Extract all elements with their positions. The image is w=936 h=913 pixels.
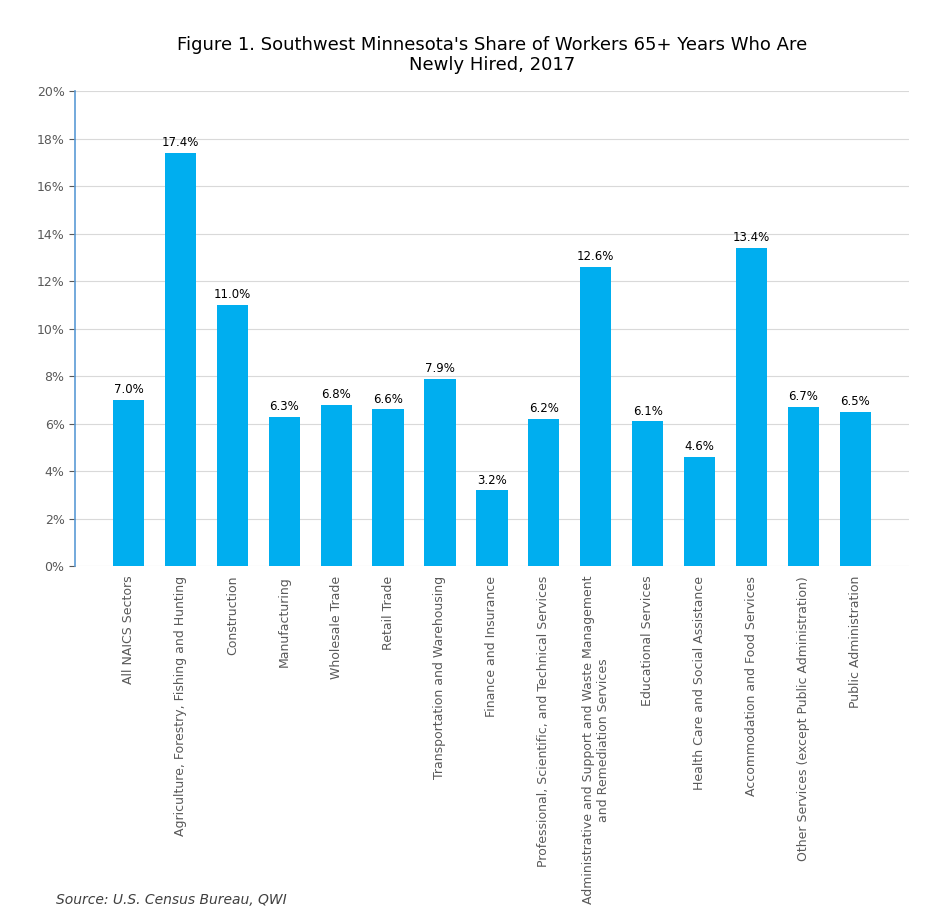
Bar bbox=[528, 419, 559, 566]
Text: 11.0%: 11.0% bbox=[213, 289, 251, 301]
Text: 6.6%: 6.6% bbox=[373, 393, 402, 405]
Bar bbox=[373, 409, 403, 566]
Text: 12.6%: 12.6% bbox=[577, 250, 614, 263]
Text: 4.6%: 4.6% bbox=[684, 440, 714, 454]
Title: Figure 1. Southwest Minnesota's Share of Workers 65+ Years Who Are
Newly Hired, : Figure 1. Southwest Minnesota's Share of… bbox=[177, 36, 806, 75]
Bar bbox=[787, 407, 818, 566]
Bar bbox=[632, 421, 663, 566]
Bar bbox=[269, 416, 300, 566]
Text: 6.2%: 6.2% bbox=[528, 403, 558, 415]
Bar bbox=[165, 153, 196, 566]
Text: 17.4%: 17.4% bbox=[162, 136, 198, 150]
Bar bbox=[683, 456, 714, 566]
Bar bbox=[475, 490, 507, 566]
Bar bbox=[424, 379, 455, 566]
Bar bbox=[216, 305, 248, 566]
Text: 6.8%: 6.8% bbox=[321, 388, 351, 401]
Text: 6.5%: 6.5% bbox=[840, 395, 870, 408]
Bar bbox=[320, 404, 351, 566]
Text: Source: U.S. Census Bureau, QWI: Source: U.S. Census Bureau, QWI bbox=[56, 893, 286, 907]
Text: 3.2%: 3.2% bbox=[476, 474, 506, 487]
Text: 7.9%: 7.9% bbox=[425, 362, 455, 375]
Text: 6.1%: 6.1% bbox=[632, 404, 662, 418]
Text: 6.7%: 6.7% bbox=[788, 391, 817, 404]
Text: 6.3%: 6.3% bbox=[269, 400, 299, 413]
Text: 13.4%: 13.4% bbox=[732, 231, 769, 245]
Bar bbox=[735, 248, 767, 566]
Bar bbox=[579, 267, 610, 566]
Bar bbox=[839, 412, 870, 566]
Bar bbox=[112, 400, 144, 566]
Text: 7.0%: 7.0% bbox=[113, 383, 143, 396]
